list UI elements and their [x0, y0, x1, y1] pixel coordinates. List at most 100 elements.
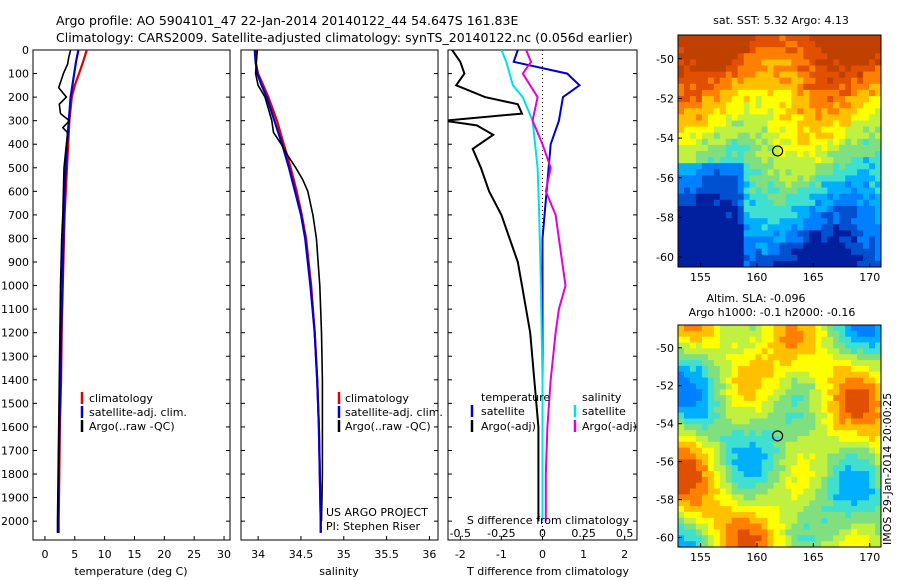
map-cell — [785, 218, 793, 225]
map-cell — [821, 395, 828, 402]
map-cell — [755, 465, 763, 472]
map-cell — [869, 205, 876, 213]
map-cell — [845, 436, 852, 443]
map-cell — [851, 517, 858, 525]
map-cell — [731, 114, 739, 122]
map-cell — [827, 517, 834, 525]
map-cell — [701, 330, 709, 338]
map-cell — [857, 53, 864, 60]
map-cell — [773, 41, 781, 48]
map-cell — [689, 47, 697, 54]
map-cell — [689, 430, 697, 437]
map-cell — [737, 494, 745, 501]
map-cell — [719, 89, 727, 97]
map-cell — [761, 218, 769, 225]
map-cell — [845, 342, 852, 349]
map-cell — [773, 447, 781, 455]
map-cell — [827, 389, 834, 396]
map-cell — [845, 114, 852, 122]
map-cell — [857, 108, 864, 115]
map-cell — [725, 488, 733, 495]
map-cell — [767, 35, 775, 42]
map-cell — [809, 476, 816, 484]
map-cell — [815, 65, 822, 73]
map-cell — [695, 212, 703, 219]
map-cell — [684, 430, 691, 437]
map-cell — [875, 175, 881, 183]
map-cell — [678, 517, 685, 525]
map-cell — [785, 53, 793, 60]
map-cell — [785, 430, 793, 437]
map-cell — [743, 193, 751, 201]
map-cell — [684, 406, 691, 414]
map-cell — [851, 218, 858, 225]
map-cell — [785, 169, 793, 176]
map-cell — [731, 377, 739, 384]
map-cell — [737, 389, 745, 396]
map-cell — [761, 348, 769, 355]
map-cell — [743, 465, 751, 472]
map-cell — [797, 175, 804, 183]
map-cell — [851, 83, 858, 91]
map-cell — [851, 151, 858, 158]
depth-tick-label: 900 — [8, 256, 29, 269]
map-cell — [875, 517, 881, 525]
map-cell — [785, 371, 793, 379]
map-cell — [719, 120, 727, 128]
map-cell — [719, 406, 727, 414]
legend-label-t-argo: Argo(-adj) — [481, 420, 536, 433]
map-cell — [779, 175, 787, 183]
map-cell — [809, 360, 816, 367]
map-cell — [749, 35, 757, 42]
map-cell — [701, 53, 709, 60]
map-cell — [785, 35, 793, 42]
map-cell — [755, 377, 763, 384]
map-cell — [773, 517, 781, 525]
map-cell — [875, 114, 881, 122]
map-cell — [689, 205, 697, 213]
map-cell — [845, 453, 852, 460]
map-cell — [851, 181, 858, 189]
map-cell — [833, 541, 840, 548]
map-cell — [761, 529, 769, 536]
map-cell — [725, 529, 733, 536]
map-cell — [845, 126, 852, 134]
map-cell — [803, 151, 810, 158]
map-cell — [839, 187, 846, 195]
map-cell — [815, 436, 822, 443]
map-cell — [863, 395, 870, 402]
map-cell — [791, 476, 798, 484]
map-cell — [725, 71, 733, 79]
map-cell — [875, 500, 881, 507]
map-cell — [839, 441, 846, 449]
map-cell — [767, 354, 775, 361]
map-cell — [803, 41, 810, 48]
map-cell — [707, 126, 715, 134]
map-cell — [857, 377, 864, 384]
map-cell — [863, 325, 870, 332]
map-cell — [797, 218, 804, 225]
map-cell — [839, 517, 846, 525]
map-cell — [731, 453, 739, 460]
map-cell — [863, 199, 870, 207]
map-cell — [833, 169, 840, 176]
map-cell — [791, 436, 798, 443]
map-cell — [845, 506, 852, 513]
map-cell — [725, 348, 733, 355]
map-cell — [821, 325, 828, 332]
map-cell — [791, 151, 798, 158]
map-cell — [863, 459, 870, 466]
map-cell — [761, 65, 769, 73]
map-cell — [684, 400, 691, 408]
map-cell — [785, 96, 793, 103]
map-cell — [755, 517, 763, 525]
map-cell — [701, 89, 709, 97]
map-cell — [833, 529, 840, 536]
map-cell — [731, 199, 739, 207]
map-cell — [851, 144, 858, 152]
map-cell — [857, 354, 864, 361]
map-cell — [791, 218, 798, 225]
map-cell — [857, 163, 864, 170]
map-cell — [827, 224, 834, 231]
map-cell — [863, 336, 870, 344]
